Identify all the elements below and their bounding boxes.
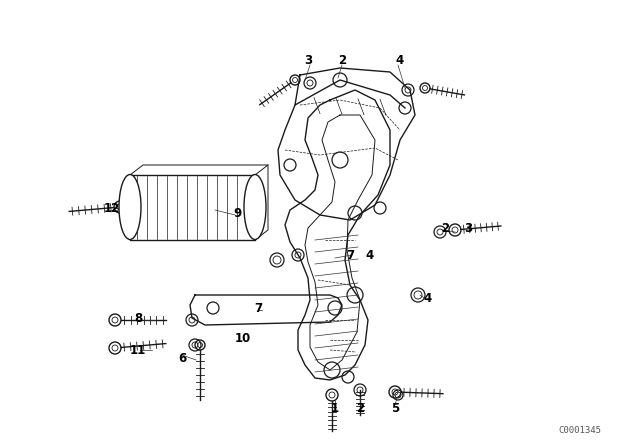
Text: 10: 10 <box>235 332 251 345</box>
Text: 4: 4 <box>396 53 404 66</box>
Ellipse shape <box>244 175 266 240</box>
Text: 6: 6 <box>178 352 186 365</box>
Text: 4: 4 <box>424 292 432 305</box>
Text: 2: 2 <box>356 401 364 414</box>
Text: 1: 1 <box>331 401 339 414</box>
Text: 2: 2 <box>441 221 449 234</box>
Text: 3: 3 <box>464 221 472 234</box>
Text: 11: 11 <box>130 344 146 357</box>
Text: 7: 7 <box>254 302 262 314</box>
Text: 2: 2 <box>338 53 346 66</box>
Text: 8: 8 <box>134 311 142 324</box>
Text: 9: 9 <box>234 207 242 220</box>
Text: 5: 5 <box>391 401 399 414</box>
Text: C0001345: C0001345 <box>559 426 602 435</box>
Text: 4: 4 <box>366 249 374 262</box>
Text: 3: 3 <box>304 53 312 66</box>
Text: 7: 7 <box>346 249 354 262</box>
Text: 12: 12 <box>104 202 120 215</box>
Ellipse shape <box>119 175 141 240</box>
